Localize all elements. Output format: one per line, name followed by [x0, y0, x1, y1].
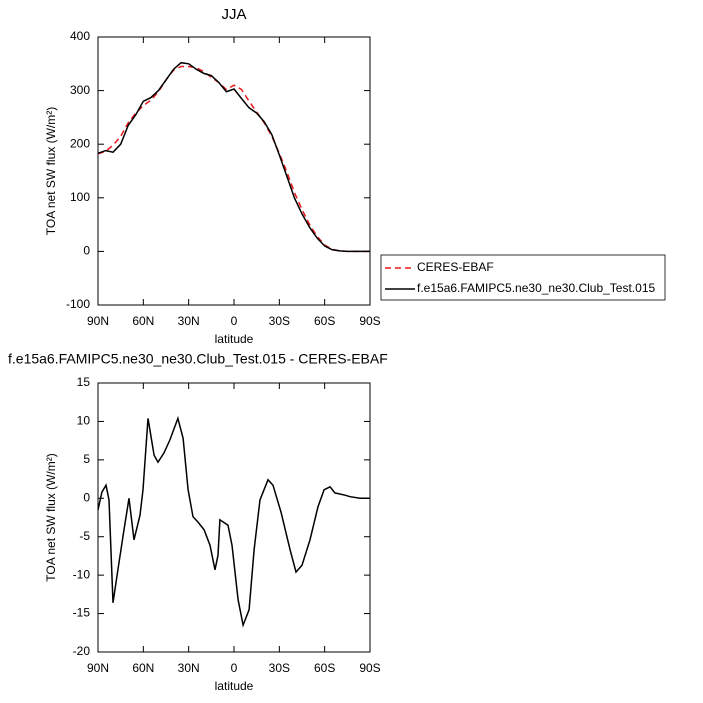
- y-tick-label: 0: [83, 490, 90, 504]
- chart-title: JJA: [221, 6, 246, 23]
- plot-frame: [97, 36, 371, 306]
- y-tick-label: -100: [66, 297, 90, 311]
- y-tick-label: 10: [77, 414, 91, 428]
- x-tick-label: 90S: [359, 661, 380, 675]
- y-tick-label: 400: [70, 29, 90, 43]
- plot-frame: [97, 382, 371, 653]
- series-line: [97, 415, 370, 628]
- x-tick-label: 60S: [314, 661, 335, 675]
- x-tick-label: 90N: [87, 661, 109, 675]
- x-tick-label: 60N: [132, 661, 154, 675]
- x-tick-label: 0: [231, 314, 238, 328]
- x-tick-label: 90N: [87, 314, 109, 328]
- x-axis-label: latitude: [215, 679, 254, 693]
- y-tick-label: -5: [79, 529, 90, 543]
- series-line: [97, 61, 370, 253]
- x-tick-label: 30N: [178, 314, 200, 328]
- x-tick-label: 90S: [359, 314, 380, 328]
- x-tick-label: 30N: [178, 661, 200, 675]
- y-axis-label: TOA net SW flux (W/m²): [44, 107, 58, 235]
- legend-label: f.e15a6.FAMIPC5.ne30_ne30.Club_Test.015: [417, 281, 655, 295]
- x-axis-label: latitude: [215, 332, 254, 346]
- x-tick-label: 60N: [132, 314, 154, 328]
- legend-box: [380, 254, 666, 301]
- y-tick-label: 300: [70, 83, 90, 97]
- x-tick-label: 30S: [269, 314, 290, 328]
- y-tick-label: 200: [70, 136, 90, 150]
- y-tick-label: 0: [83, 244, 90, 258]
- series-line: [97, 65, 370, 253]
- y-tick-label: 5: [83, 452, 90, 466]
- x-tick-label: 0: [231, 661, 238, 675]
- y-tick-label: 100: [70, 190, 90, 204]
- y-tick-label: -15: [73, 606, 91, 620]
- y-tick-label: -10: [73, 567, 91, 581]
- y-axis-label: TOA net SW flux (W/m²): [44, 453, 58, 581]
- y-tick-label: 15: [77, 375, 91, 389]
- legend-label: CERES-EBAF: [417, 260, 494, 274]
- x-tick-label: 60S: [314, 314, 335, 328]
- chart-title: f.e15a6.FAMIPC5.ne30_ne30.Club_Test.015 …: [8, 351, 388, 367]
- y-tick-label: -20: [73, 644, 91, 658]
- x-tick-label: 30S: [269, 661, 290, 675]
